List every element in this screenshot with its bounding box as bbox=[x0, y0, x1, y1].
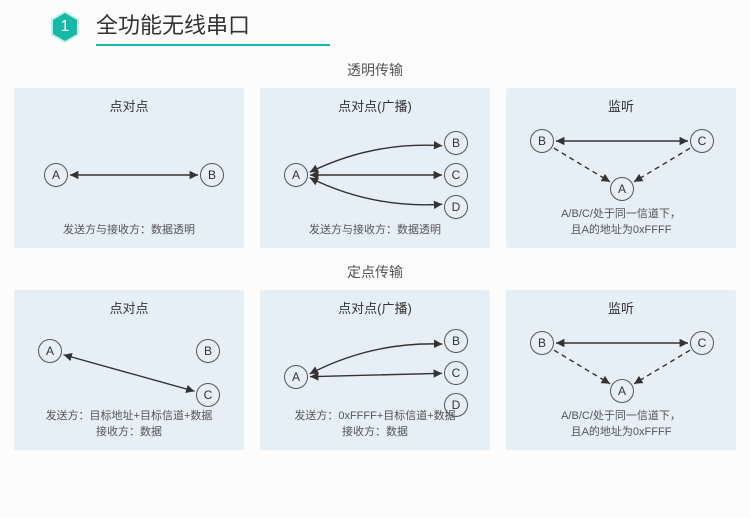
node-C: C bbox=[444, 361, 468, 385]
node-D: D bbox=[444, 195, 468, 219]
panel-title: 监听 bbox=[512, 96, 730, 115]
node-C: C bbox=[444, 163, 468, 187]
node-A: A bbox=[284, 163, 308, 187]
node-B: B bbox=[196, 339, 220, 363]
edge bbox=[554, 350, 610, 384]
edge bbox=[310, 178, 443, 205]
diagram: B C A bbox=[512, 321, 730, 409]
node-C: C bbox=[690, 331, 714, 355]
diagram: B C A bbox=[512, 119, 730, 207]
node-B: B bbox=[530, 331, 554, 355]
node-D: D bbox=[444, 393, 468, 417]
panel-r2c2: 点对点(广播)ABCD发送方：0xFFFF+目标信道+数据 接收方：数据 bbox=[260, 290, 490, 450]
hex-number: 1 bbox=[48, 10, 82, 44]
edge bbox=[310, 145, 443, 172]
node-B: B bbox=[200, 163, 224, 187]
diagram: AB bbox=[20, 119, 238, 223]
node-A: A bbox=[610, 177, 634, 201]
section-2-label: 定点传输 bbox=[0, 262, 750, 282]
diagram: A BC bbox=[20, 321, 238, 409]
node-A: A bbox=[38, 339, 62, 363]
row-2: 点对点ABC发送方：目标地址+目标信道+数据 接收方：数据 点对点(广播)ABC… bbox=[0, 290, 750, 450]
panel-r2c3: 监听 B C A A/B/C/处于同一信道下， 且A的地址为0xFFFF bbox=[506, 290, 736, 450]
node-A: A bbox=[610, 379, 634, 403]
edge bbox=[63, 355, 194, 391]
page-title: 全功能无线串口 bbox=[96, 8, 330, 46]
edge bbox=[634, 148, 690, 182]
panel-caption: A/B/C/处于同一信道下， 且A的地址为0xFFFF bbox=[512, 207, 730, 238]
panel-r1c1: 点对点AB发送方与接收方：数据透明 bbox=[14, 88, 244, 248]
edge bbox=[554, 148, 610, 182]
node-B: B bbox=[444, 329, 468, 353]
edge bbox=[310, 344, 443, 374]
panel-caption: 发送方与接收方：数据透明 bbox=[266, 223, 484, 238]
panel-title: 点对点(广播) bbox=[266, 96, 484, 115]
node-C: C bbox=[196, 383, 220, 407]
edge bbox=[310, 373, 442, 376]
panel-title: 监听 bbox=[512, 298, 730, 317]
panel-r1c2: 点对点(广播) A BCD 发送方与接收方：数据透明 bbox=[260, 88, 490, 248]
panel-title: 点对点 bbox=[20, 298, 238, 317]
diagram: ABCD bbox=[266, 321, 484, 409]
panel-caption: A/B/C/处于同一信道下， 且A的地址为0xFFFF bbox=[512, 409, 730, 440]
header: 1 全功能无线串口 bbox=[0, 0, 750, 46]
node-B: B bbox=[444, 131, 468, 155]
node-A: A bbox=[44, 163, 68, 187]
node-A: A bbox=[284, 365, 308, 389]
row-1: 点对点AB发送方与接收方：数据透明 点对点(广播)ABCD发送方与接收方：数据透… bbox=[0, 88, 750, 248]
section-1-label: 透明传输 bbox=[0, 60, 750, 80]
panel-r2c1: 点对点 A BC发送方：目标地址+目标信道+数据 接收方：数据 bbox=[14, 290, 244, 450]
diagram: A BCD bbox=[266, 119, 484, 223]
panel-title: 点对点(广播) bbox=[266, 298, 484, 317]
panel-caption: 发送方与接收方：数据透明 bbox=[20, 223, 238, 238]
panel-r1c3: 监听 B C A A/B/C/处于同一信道下， 且A的地址为0xFFFF bbox=[506, 88, 736, 248]
node-C: C bbox=[690, 129, 714, 153]
panel-title: 点对点 bbox=[20, 96, 238, 115]
edge bbox=[634, 350, 690, 384]
hex-badge: 1 bbox=[48, 10, 82, 44]
node-B: B bbox=[530, 129, 554, 153]
panel-caption: 发送方：目标地址+目标信道+数据 接收方：数据 bbox=[20, 409, 238, 440]
